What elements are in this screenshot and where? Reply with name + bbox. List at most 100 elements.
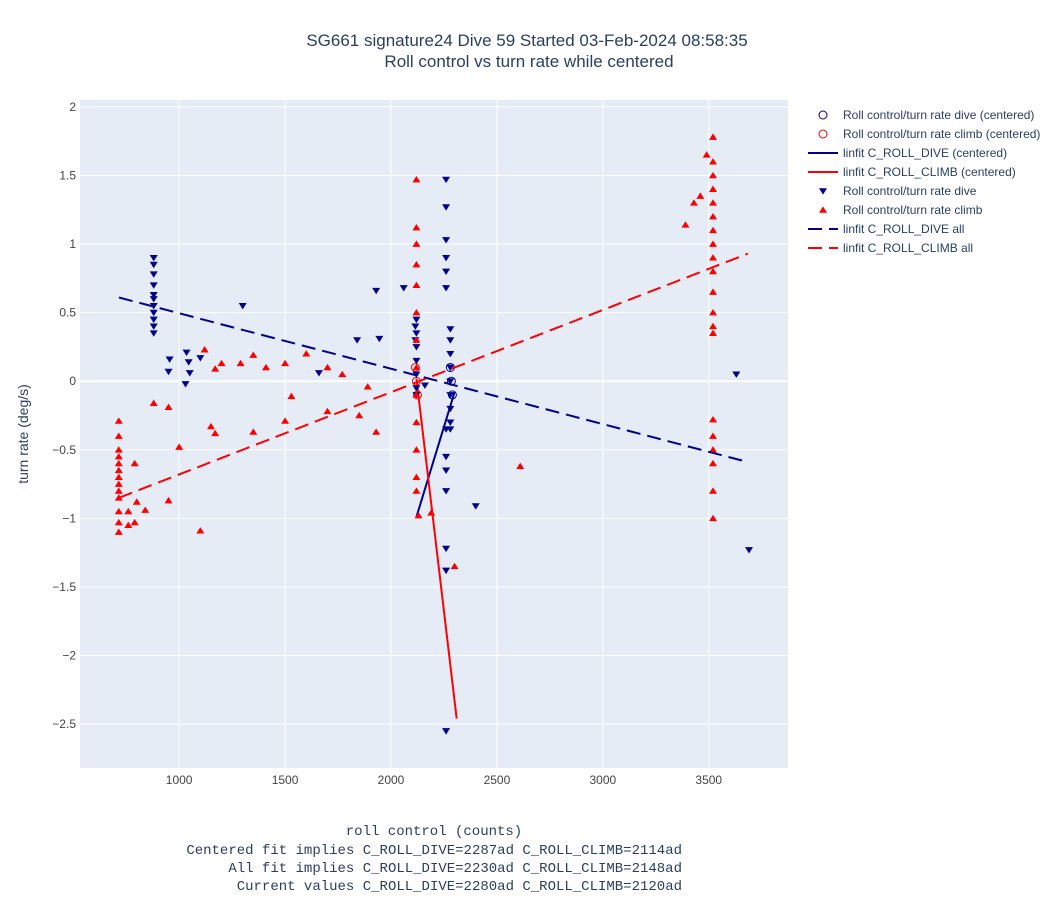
data-point [412,473,421,481]
legend-label: linfit C_ROLL_CLIMB (centered) [843,165,1016,179]
data-point [410,362,420,372]
x-tick-label: 3000 [589,773,616,787]
data-point [412,223,421,231]
data-point [442,176,451,184]
data-point [412,240,421,247]
data-point [184,359,193,366]
data-point [709,185,718,192]
data-point [124,507,133,515]
legend-label: linfit C_ROLL_DIVE (centered) [843,146,1007,160]
data-point [149,296,158,303]
data-point [412,281,421,288]
data-point [149,271,158,278]
chart-subtitle: Roll control vs turn rate while centered [384,52,673,71]
data-point [149,399,158,406]
data-point [709,254,718,261]
data-point [149,261,158,269]
data-point [709,309,718,316]
data-point [281,359,290,367]
data-point [412,446,421,453]
data-point [114,473,123,481]
data-point [442,204,451,211]
data-point [185,370,194,377]
y-tick-label: 1.5 [59,168,76,182]
fit-line [415,391,456,518]
data-point [149,316,158,324]
data-point [114,417,123,424]
data-point [323,407,332,415]
data-point [442,453,451,461]
data-point [442,285,451,292]
data-point [114,480,123,487]
data-point [412,175,421,183]
data-point [442,426,451,433]
data-point [182,349,191,356]
data-point [412,363,421,371]
data-point [164,496,173,504]
data-point [249,351,258,358]
data-point [149,282,158,289]
data-point [819,188,827,195]
data-point [689,199,698,206]
data-point [124,521,133,529]
plot-area [80,100,788,768]
data-point [338,370,347,378]
fit-line [118,252,749,499]
data-point [149,302,158,310]
y-tick-label: 0.5 [59,306,76,320]
data-point [149,291,158,299]
data-point [412,336,421,343]
data-point [446,378,455,385]
legend-label: Roll control/turn rate climb (centered) [843,127,1040,141]
data-point [141,506,150,513]
data-point [314,370,323,377]
data-point [211,429,220,437]
data-point [130,518,139,526]
x-tick-label: 1500 [272,773,299,787]
note: Current values C_ROLL_DIVE=2280ad C_ROLL… [237,879,682,894]
data-point [281,417,290,424]
data-point [709,288,718,295]
x-tick-label: 3500 [695,773,722,787]
note: All fit implies C_ROLL_DIVE=2230ad C_ROL… [228,861,682,877]
data-point [442,254,451,262]
data-point [196,527,205,534]
data-point [446,350,455,358]
data-point [164,403,173,411]
data-point [165,356,174,363]
data-point [412,357,421,365]
data-point [709,171,718,179]
data-point [363,383,372,390]
data-point [442,728,451,735]
fit-line [118,296,744,462]
data-point [709,240,718,247]
data-point [114,432,123,439]
data-point [149,254,158,262]
data-point [732,371,741,378]
data-point [372,428,381,435]
data-point [238,302,247,310]
data-point [442,545,451,553]
data-point [196,355,205,362]
chart-title: SG661 signature24 Dive 59 Started 03-Feb… [306,31,747,50]
data-point [709,487,718,494]
data-point [681,221,690,228]
data-point [114,466,123,474]
data-point [442,237,451,244]
data-point [446,364,455,372]
data-point [412,316,421,324]
data-point [149,323,158,330]
data-point [114,528,123,535]
data-point [375,335,384,343]
x-axis-label: roll control (counts) [346,824,522,840]
data-point [819,206,827,213]
data-point [696,192,705,199]
data-point [412,309,421,316]
data-point [249,428,258,435]
data-point [709,133,718,140]
data-point [114,459,123,467]
data-point [709,158,718,165]
y-tick-label: −1 [62,511,76,525]
data-point [709,514,718,522]
